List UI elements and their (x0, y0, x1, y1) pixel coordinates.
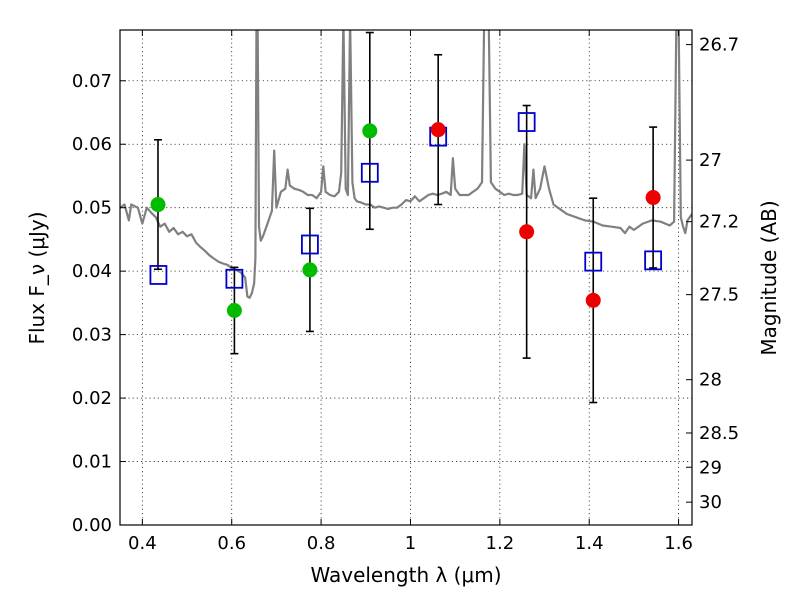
x-tick-label: 0.6 (217, 533, 246, 554)
y-tick-label: 0.00 (72, 515, 112, 536)
x-tick-label: 1.4 (575, 533, 604, 554)
y2-tick-label: 27.5 (699, 285, 739, 306)
y2-tick-label: 27.2 (699, 212, 739, 233)
y2-axis-title: Magnitude (AB) (757, 200, 781, 355)
green-data-point (150, 197, 166, 213)
red-data-point (645, 190, 661, 206)
x-tick-label: 1.6 (664, 533, 693, 554)
y2-axis-ticks: 26.7 27 27.2 27.5 28 28.5 29 30 (686, 35, 739, 513)
model-square-marker (301, 234, 319, 255)
y2-tick-label: 29 (699, 457, 722, 478)
y-tick-label: 0.06 (72, 134, 112, 155)
measured-points (150, 122, 661, 318)
x-tick-label: 0.8 (307, 533, 336, 554)
y2-tick-label: 27 (699, 150, 722, 171)
model-square-marker (517, 112, 536, 132)
x-tick-label: 1 (405, 533, 416, 554)
model-square-marker (644, 250, 663, 271)
model-square-marker (149, 265, 168, 285)
x-tick-label: 0.4 (128, 533, 157, 554)
grid (120, 30, 692, 525)
green-data-point (302, 262, 318, 278)
model-square-marker (360, 162, 379, 183)
plot-frame (119, 29, 693, 526)
model-spectrum-line (120, 30, 692, 299)
y2-tick-label: 28 (699, 370, 722, 391)
red-data-point (585, 292, 601, 308)
model-square-marker (584, 251, 603, 272)
y2-tick-label: 26.7 (699, 35, 739, 56)
y2-tick-label: 28.5 (699, 423, 739, 444)
x-axis-ticks: 0.4 0.6 0.8 1 1.2 1.4 1.6 (128, 30, 693, 554)
y-tick-label: 0.07 (72, 71, 112, 92)
y-tick-label: 0.03 (72, 325, 112, 346)
y-tick-label: 0.05 (72, 198, 112, 219)
red-data-point (519, 224, 535, 240)
y-axis-ticks: 0.00 0.01 0.02 0.03 0.04 0.05 0.06 0.07 (72, 71, 126, 536)
y-tick-label: 0.02 (72, 388, 112, 409)
y-axis-title: Flux F_ν (μJy) (25, 211, 49, 344)
red-data-point (430, 122, 446, 138)
green-data-point (362, 123, 378, 139)
x-axis-title: Wavelength λ (μm) (310, 563, 501, 587)
y-tick-label: 0.01 (72, 452, 112, 473)
y-tick-label: 0.04 (72, 261, 112, 282)
y2-tick-label: 30 (699, 492, 722, 513)
green-data-point (226, 303, 242, 318)
model-square-marker (225, 268, 244, 289)
x-tick-label: 1.2 (486, 533, 515, 554)
